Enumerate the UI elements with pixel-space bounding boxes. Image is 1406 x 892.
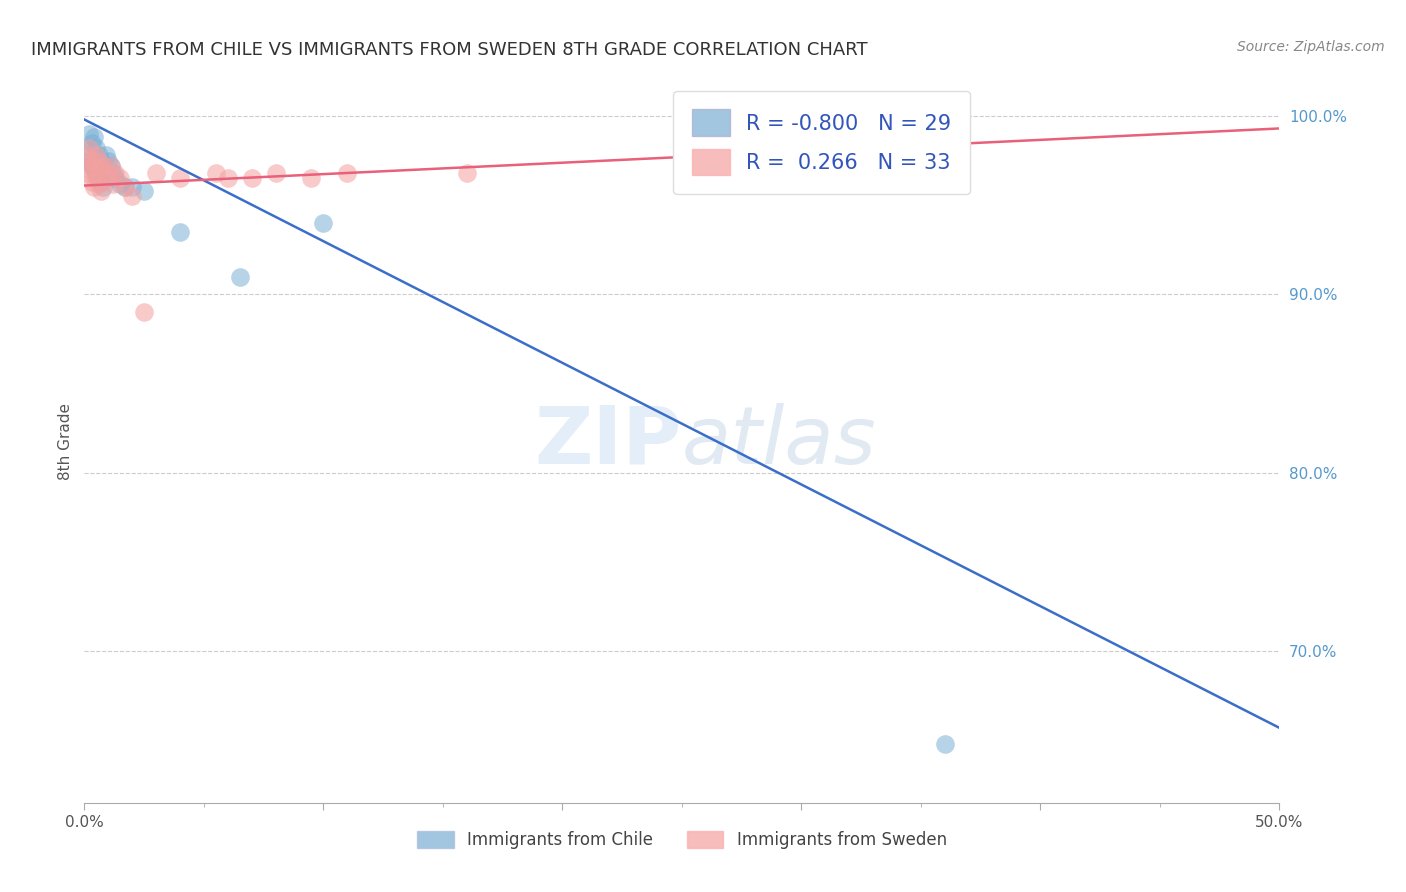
Point [94, 148, 117, 162]
Point [132, 184, 156, 198]
Point [80, 136, 103, 150]
Point [101, 166, 124, 180]
Text: Source: ZipAtlas.com: Source: ZipAtlas.com [1237, 40, 1385, 54]
Point [100, 159, 122, 173]
Point [87, 148, 110, 162]
Point [94, 171, 117, 186]
Text: atlas: atlas [682, 402, 877, 481]
Point [77, 127, 100, 141]
Point [90, 184, 112, 198]
Point [87, 177, 110, 191]
Point [104, 166, 127, 180]
Point [93, 180, 115, 194]
Point [934, 737, 956, 751]
Point [97, 153, 120, 168]
Point [90, 162, 112, 177]
Point [312, 216, 335, 230]
Point [456, 166, 478, 180]
Point [100, 159, 122, 173]
Point [80, 153, 103, 168]
Point [83, 162, 105, 177]
Point [76, 166, 98, 180]
Point [86, 141, 108, 155]
Point [83, 130, 105, 145]
Point [121, 189, 143, 203]
Point [301, 171, 323, 186]
Point [86, 171, 108, 186]
Point [83, 180, 105, 194]
Legend: Immigrants from Chile, Immigrants from Sweden: Immigrants from Chile, Immigrants from S… [411, 824, 953, 856]
Point [101, 177, 124, 191]
Point [114, 180, 136, 194]
Point [145, 166, 167, 180]
Point [264, 166, 287, 180]
Point [121, 180, 143, 194]
Point [80, 175, 103, 189]
Point [87, 171, 110, 186]
Text: ZIP: ZIP [534, 402, 682, 481]
Point [336, 166, 359, 180]
Point [110, 177, 132, 191]
Point [87, 153, 110, 168]
Point [77, 162, 100, 177]
Point [229, 269, 252, 284]
Point [86, 166, 108, 180]
Point [114, 180, 136, 194]
Point [76, 145, 98, 159]
Point [205, 166, 228, 180]
Point [104, 171, 127, 186]
Point [90, 175, 112, 189]
Point [93, 159, 115, 173]
Point [77, 141, 100, 155]
Point [83, 159, 105, 173]
Point [169, 171, 191, 186]
Point [132, 305, 156, 319]
Point [77, 153, 100, 168]
Point [76, 148, 98, 162]
Point [90, 153, 112, 168]
Point [80, 159, 103, 173]
Point [97, 166, 120, 180]
Point [86, 148, 108, 162]
Y-axis label: 8th Grade: 8th Grade [58, 403, 73, 480]
Point [97, 166, 120, 180]
Point [169, 225, 191, 239]
Text: IMMIGRANTS FROM CHILE VS IMMIGRANTS FROM SWEDEN 8TH GRADE CORRELATION CHART: IMMIGRANTS FROM CHILE VS IMMIGRANTS FROM… [31, 41, 868, 59]
Point [110, 171, 132, 186]
Point [240, 171, 263, 186]
Point [217, 171, 239, 186]
Point [93, 159, 115, 173]
